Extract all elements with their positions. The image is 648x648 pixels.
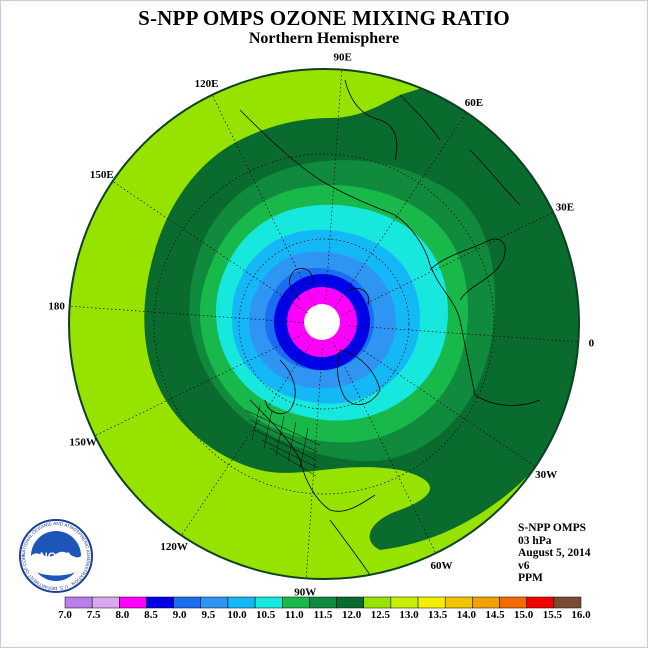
info-line: August 5, 2014 — [518, 547, 591, 559]
color-legend-swatch — [417, 596, 446, 609]
color-legend-swatch — [227, 596, 256, 609]
us-state-boundaries — [244, 404, 321, 477]
coast-eurasia — [239, 109, 541, 406]
color-legend-ticks: 7.0 7.5 8.0 8.5 9.0 9.5 10.0 10.5 11.0 11.5 12.0 12… — [58, 609, 591, 621]
info-line: PPM — [518, 572, 543, 584]
map-title: S-NPP OMPS OZONE MIXING RATIO — [138, 6, 510, 30]
meridian-line — [343, 325, 579, 343]
color-legend-tick-label: 15.0 — [514, 609, 534, 621]
coastlines — [239, 79, 541, 576]
color-legend-swatch — [499, 596, 527, 609]
parallel-line — [238, 238, 410, 410]
us-state-lines — [244, 404, 321, 477]
meridian-line — [341, 211, 554, 316]
color-legend-swatch — [282, 596, 310, 609]
meridian-label: 120W — [160, 541, 188, 553]
color-legend-swatch — [91, 596, 120, 609]
info-line: S-NPP OMPS — [518, 522, 587, 534]
color-legend-swatch — [390, 596, 419, 609]
color-legend-tick-label: 11.0 — [285, 609, 304, 621]
color-legend-swatch — [64, 596, 93, 609]
meridian-label: 150W — [69, 436, 97, 448]
color-legend-swatch — [472, 596, 500, 609]
meridian-line — [305, 343, 323, 579]
color-legend-tick-label: 10.5 — [256, 609, 276, 621]
meridian-line — [69, 305, 305, 323]
noaa-logo: NOAA NATIONAL OCEANIC AND ATMOSPHERIC AD… — [18, 518, 93, 593]
color-legend-swatch — [363, 596, 392, 609]
meridian-label: 30E — [556, 202, 574, 214]
color-legend-tick-label: 9.0 — [173, 609, 187, 621]
meridian-line — [340, 334, 536, 467]
color-legend-tick-label: 8.5 — [144, 609, 158, 621]
coast-arctic — [289, 268, 370, 306]
field-missing-data — [304, 304, 340, 340]
color-legend-swatch — [254, 596, 283, 609]
color-legend-tick-label: 12.5 — [371, 609, 391, 621]
meridian-line — [332, 341, 437, 554]
color-legend-tick-label: 13.5 — [428, 609, 448, 621]
info-block: S-NPP OMPS 03 hPa August 5, 2014 v6 PPM — [518, 522, 591, 585]
color-legend-swatch — [336, 596, 364, 609]
color-legend-tick-label: 8.0 — [115, 609, 129, 621]
color-legend-swatch — [200, 596, 229, 609]
meridian-line — [325, 69, 343, 305]
map-border — [68, 68, 580, 580]
coast-south-america — [329, 519, 371, 576]
info-line: v6 — [518, 559, 530, 572]
color-legend-tick-label: 13.0 — [399, 609, 419, 621]
meridian-label: 180 — [48, 300, 65, 312]
meridian-label: 90W — [294, 586, 316, 598]
color-legend-tick-label: 7.0 — [58, 609, 72, 621]
coast-africa-arabia — [399, 94, 521, 206]
meridian-line — [334, 112, 467, 308]
meridian-line — [211, 94, 316, 307]
coast-india — [344, 79, 398, 161]
meridian-labels: 90E 60E 30E 0 30W 60W 90W 120W 150W 180 150E 120E — [48, 52, 594, 599]
meridian-label: 60W — [430, 560, 452, 572]
color-legend-tick-label: 9.5 — [201, 609, 215, 621]
color-legend-swatch — [553, 596, 582, 609]
color-legend-tick-label: 11.5 — [314, 609, 333, 621]
color-legend-swatch — [146, 596, 174, 609]
noaa-logo-text: NOAA — [40, 551, 72, 563]
color-legend-tick-label: 10.0 — [227, 609, 247, 621]
parallel-line — [153, 153, 495, 495]
meridian-label: 0 — [589, 338, 595, 350]
map-subtitle: Northern Hemisphere — [248, 30, 400, 47]
color-legend-swatch — [119, 596, 147, 609]
info-line: 03 hPa — [518, 534, 552, 547]
color-legend-tick-label: 15.5 — [543, 609, 563, 621]
meridian-label: 60E — [465, 97, 483, 109]
color-legend-tick-label: 16.0 — [571, 609, 591, 621]
color-legend-boxes — [64, 596, 582, 609]
color-legend-swatch — [173, 596, 202, 609]
meridian-line — [181, 340, 314, 536]
color-legend-swatch — [444, 596, 473, 609]
meridian-label: 150E — [90, 169, 114, 181]
color-legend-swatch — [309, 596, 337, 609]
meridian-label: 120E — [195, 78, 219, 90]
color-legend-tick-label: 14.0 — [457, 609, 477, 621]
meridian-line — [112, 181, 308, 314]
coast-north-america — [249, 399, 376, 512]
meridian-label: 30W — [535, 469, 557, 481]
meridian-line — [94, 332, 307, 437]
color-legend-tick-label: 14.5 — [485, 609, 505, 621]
graticule — [69, 69, 579, 579]
color-legend-swatch — [526, 596, 555, 609]
color-legend-tick-label: 7.5 — [87, 609, 101, 621]
coast-europe — [429, 238, 506, 301]
meridian-label: 90E — [334, 52, 352, 64]
color-legend-tick-label: 12.0 — [342, 609, 362, 621]
